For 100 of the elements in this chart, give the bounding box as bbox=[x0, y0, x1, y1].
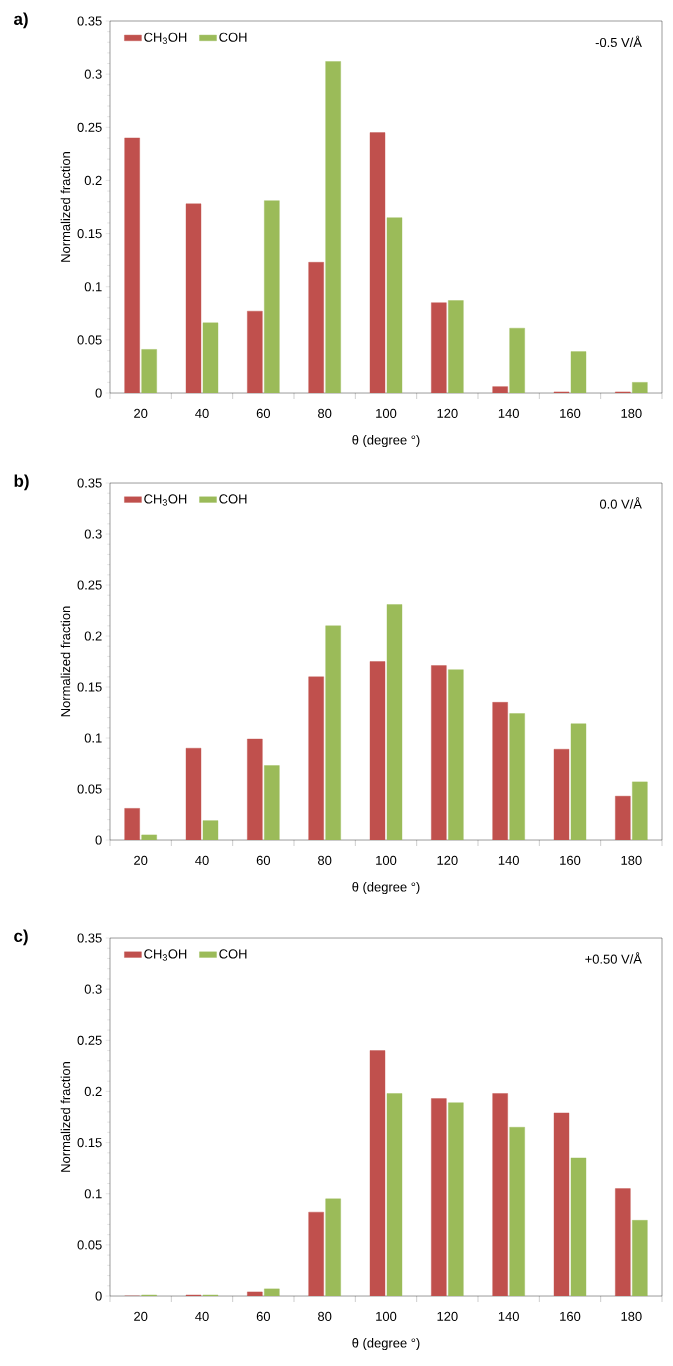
y-tick-label: 0.25 bbox=[77, 580, 102, 590]
x-tick-label: 40 bbox=[195, 1311, 209, 1321]
x-tick-label: 140 bbox=[498, 1311, 519, 1321]
bar bbox=[369, 661, 386, 841]
bar bbox=[448, 1102, 464, 1297]
bar bbox=[308, 676, 324, 841]
x-axis-title: θ (degree °) bbox=[352, 435, 420, 448]
y-tick-label: 0.05 bbox=[77, 784, 102, 794]
bar bbox=[509, 327, 525, 394]
chart-title: c) bbox=[14, 929, 28, 946]
x-tick-label: 20 bbox=[134, 855, 148, 865]
bar bbox=[185, 748, 202, 841]
bar bbox=[386, 604, 403, 841]
bar bbox=[308, 1211, 324, 1297]
bar bbox=[448, 669, 464, 841]
bar bbox=[264, 200, 280, 394]
legend-label: COH bbox=[219, 494, 247, 504]
bar bbox=[632, 382, 648, 394]
bar bbox=[264, 1288, 280, 1297]
annotation: +0.50 V/Å bbox=[585, 952, 642, 964]
y-tick-label: 0.15 bbox=[77, 1138, 102, 1148]
y-tick-label: 0.2 bbox=[84, 175, 102, 186]
x-tick-label: 180 bbox=[621, 408, 642, 418]
y-tick-label: 0.1 bbox=[84, 733, 102, 743]
bar bbox=[431, 665, 447, 841]
y-tick-label: 0.25 bbox=[77, 1035, 102, 1045]
x-tick-label: 100 bbox=[376, 408, 397, 418]
y-tick-label: 0.1 bbox=[84, 282, 102, 292]
x-tick-label: 20 bbox=[134, 408, 148, 418]
bar bbox=[570, 1157, 587, 1297]
x-tick-label: 140 bbox=[498, 855, 519, 865]
bar bbox=[615, 1188, 631, 1297]
bar bbox=[247, 310, 263, 394]
bar bbox=[247, 738, 263, 841]
x-tick-label: 80 bbox=[318, 408, 332, 418]
bar bbox=[632, 1220, 648, 1297]
bar bbox=[264, 765, 280, 841]
bar bbox=[632, 781, 648, 841]
x-tick-label: 60 bbox=[256, 1311, 271, 1321]
x-tick-label: 120 bbox=[437, 408, 458, 418]
x-tick-label: 140 bbox=[498, 408, 519, 418]
y-tick-label: 0.3 bbox=[84, 69, 102, 79]
x-tick-label: 100 bbox=[376, 855, 397, 865]
x-tick-label: 100 bbox=[376, 1311, 397, 1321]
y-tick-label: 0 bbox=[95, 1291, 102, 1301]
x-tick-label: 160 bbox=[560, 1311, 581, 1321]
y-tick-label: 0 bbox=[95, 388, 102, 398]
annotation: -0.5 V/Å bbox=[595, 35, 642, 48]
bar bbox=[325, 625, 341, 841]
bar bbox=[570, 723, 587, 841]
x-tick-label: 120 bbox=[437, 1311, 458, 1321]
bar bbox=[124, 137, 140, 394]
x-axis-title: θ (degree °) bbox=[352, 1338, 420, 1351]
bar bbox=[141, 349, 157, 394]
x-tick-label: 180 bbox=[621, 1311, 642, 1321]
y-tick-label: 0.1 bbox=[84, 1189, 102, 1199]
y-axis-title: Normalized fraction bbox=[60, 1062, 71, 1172]
x-tick-label: 180 bbox=[621, 855, 642, 865]
y-tick-label: 0.2 bbox=[84, 1086, 102, 1097]
bar bbox=[509, 713, 525, 841]
bar bbox=[553, 749, 570, 841]
x-tick-label: 160 bbox=[560, 408, 581, 418]
y-tick-label: 0.3 bbox=[84, 529, 102, 539]
x-tick-label: 80 bbox=[318, 1311, 332, 1321]
bar bbox=[492, 1093, 508, 1297]
y-tick-label: 0.35 bbox=[77, 16, 102, 26]
legend-label: COH bbox=[219, 949, 247, 959]
x-tick-label: 60 bbox=[256, 408, 271, 418]
legend-label: COH bbox=[219, 32, 247, 42]
y-tick-label: 0.35 bbox=[77, 933, 102, 943]
x-tick-label: 40 bbox=[195, 408, 209, 418]
bar bbox=[570, 351, 587, 394]
y-tick-label: 0.2 bbox=[84, 631, 102, 641]
legend-label: CH$_{3}$OH bbox=[144, 949, 187, 961]
y-axis-title: Normalized fraction bbox=[60, 606, 71, 717]
bar bbox=[553, 1112, 570, 1297]
bar bbox=[247, 1291, 263, 1297]
bar bbox=[141, 834, 157, 841]
y-axis-title: Normalized fraction bbox=[60, 152, 71, 262]
x-axis-title: θ (degree °) bbox=[352, 882, 420, 895]
y-tick-label: 0.05 bbox=[77, 335, 102, 345]
bar bbox=[615, 795, 631, 841]
x-tick-label: 40 bbox=[195, 855, 209, 865]
legend-label: CH$_{3}$OH bbox=[144, 494, 187, 506]
x-tick-label: 120 bbox=[437, 855, 458, 865]
bar bbox=[202, 820, 219, 841]
bar bbox=[308, 262, 324, 394]
x-tick-label: 60 bbox=[256, 855, 271, 865]
bar bbox=[124, 808, 140, 841]
bar bbox=[509, 1127, 525, 1297]
bar bbox=[202, 322, 219, 394]
y-tick-label: 0 bbox=[95, 835, 102, 845]
x-tick-label: 160 bbox=[560, 855, 581, 865]
bar bbox=[492, 386, 508, 394]
chart-title: b) bbox=[14, 474, 29, 491]
y-tick-label: 0.35 bbox=[77, 478, 102, 488]
bar bbox=[431, 1098, 447, 1297]
y-tick-label: 0.05 bbox=[77, 1240, 102, 1250]
x-tick-label: 80 bbox=[318, 855, 332, 865]
bar bbox=[325, 1198, 341, 1297]
